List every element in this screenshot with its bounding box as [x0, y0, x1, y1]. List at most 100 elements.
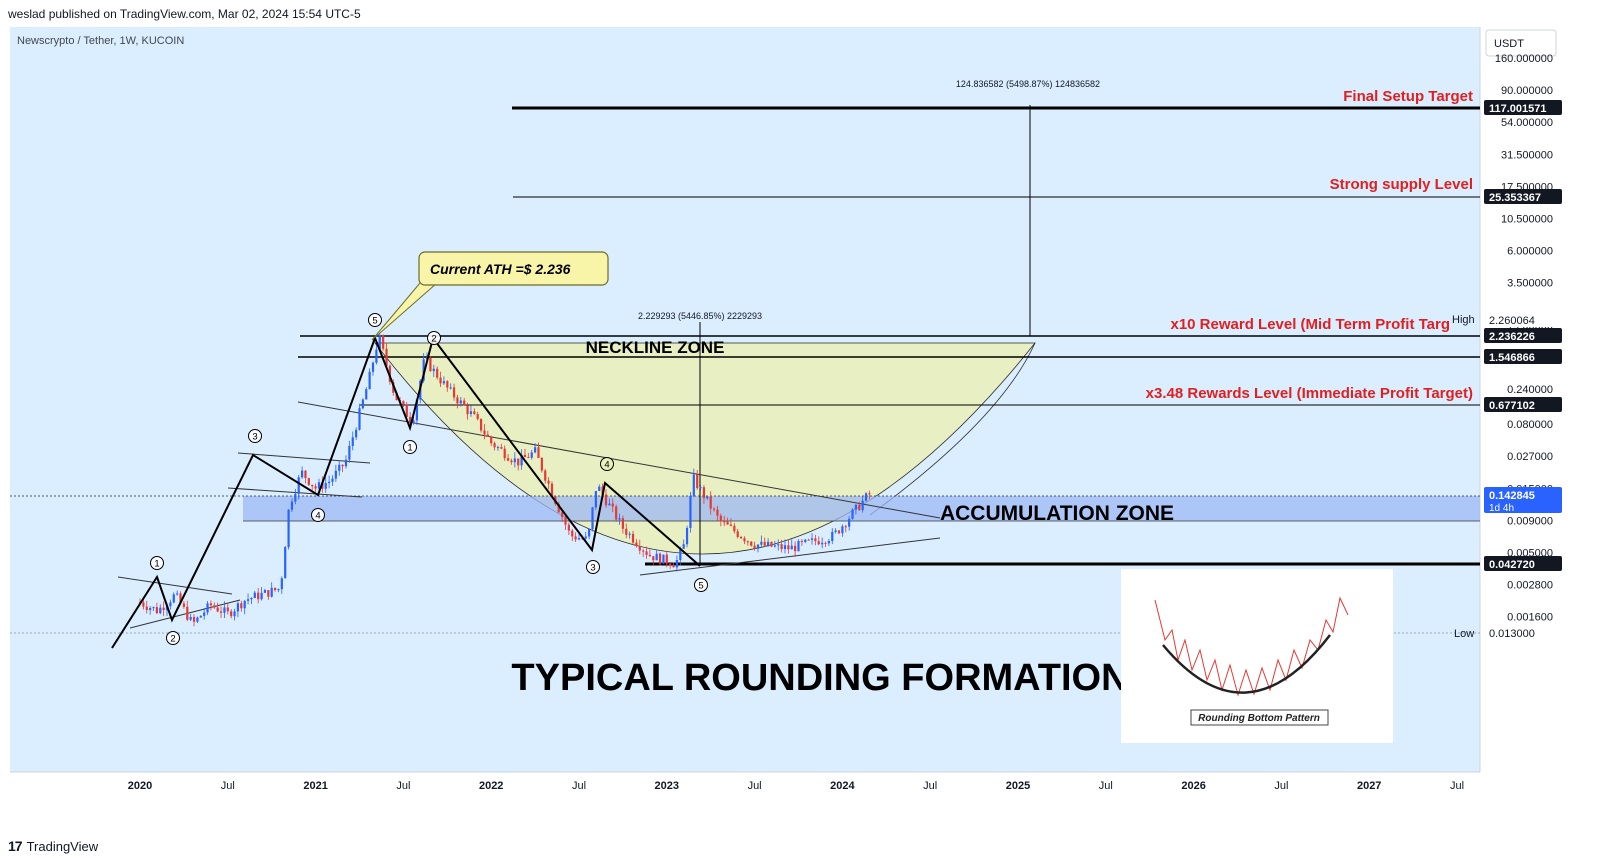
candle-body: [429, 357, 432, 372]
candle-body: [240, 603, 243, 609]
candle-body: [246, 599, 250, 601]
price-label-value: 0.142845: [1489, 490, 1535, 502]
candle-body: [567, 524, 570, 531]
candle-body: [530, 452, 533, 458]
price-label-countdown: 1d 4h: [1489, 503, 1514, 514]
candle-body: [669, 563, 672, 566]
time-axis[interactable]: 2020 Jul 2021 Jul 2022 Jul 2023 Jul 2024 Jul 2025 J…: [128, 780, 1464, 792]
candle-body: [307, 478, 310, 485]
ath-callout-box[interactable]: [418, 251, 609, 286]
label-x10-reward: x10 Reward Level (Mid Term Profit Targ: [1170, 316, 1450, 333]
candle-body: [841, 526, 844, 534]
candle-body: [230, 611, 233, 617]
brand-name: TradingView: [26, 838, 99, 854]
price-label-box: [1484, 349, 1562, 364]
candle-body: [479, 418, 483, 431]
candle-body: [216, 607, 219, 612]
time-tick-label: Jul: [923, 780, 937, 792]
ath-callout-text: Current ATH =$ 2.236: [430, 261, 571, 277]
candle-body: [861, 500, 864, 511]
candle-body: [439, 377, 442, 384]
wave-label-circle: [586, 560, 600, 574]
candle-body: [848, 518, 851, 527]
candle-body: [665, 554, 668, 564]
price-label-value: 1.546866: [1489, 352, 1535, 364]
candle-body: [334, 470, 337, 479]
candle-body: [540, 457, 543, 471]
formation-title: TYPICAL ROUNDING FORMATION: [511, 657, 1128, 699]
candle-body: [631, 533, 635, 543]
wave-label-circle: [150, 556, 164, 570]
candle-body: [300, 470, 304, 478]
candle-body: [712, 508, 716, 510]
candle-body: [520, 454, 523, 466]
candle-body: [344, 459, 348, 467]
time-tick-label: Jul: [1450, 780, 1464, 792]
candle-body: [594, 490, 597, 508]
price-tick-label: 6.000000: [1507, 246, 1553, 258]
candle-body: [584, 536, 587, 539]
measure-text-2: 2.229293 (5446.85%) 2229293: [638, 311, 762, 321]
price-tick-label: 54.000000: [1501, 117, 1553, 129]
inset-caption: Rounding Bottom Pattern: [1198, 713, 1320, 724]
candle-body: [672, 565, 675, 568]
candle-body: [615, 506, 618, 520]
candle-body: [743, 538, 746, 542]
label-x348-reward: x3.48 Rewards Level (Immediate Profit Ta…: [1146, 385, 1473, 402]
candle-body: [604, 494, 608, 506]
candle-body: [267, 590, 270, 597]
price-tick-label: 160.000000: [1495, 53, 1553, 65]
candle-body: [635, 542, 638, 547]
candle-body: [324, 483, 327, 489]
candle-body: [395, 392, 398, 401]
candle-body: [577, 538, 581, 540]
candle-body: [422, 359, 425, 381]
candle-body: [355, 429, 358, 438]
candle-body: [675, 560, 679, 568]
accumulation-zone-band: [243, 496, 1480, 521]
publisher-line: weslad published on TradingView.com, Mar…: [8, 7, 361, 21]
price-label-value: 25.353367: [1489, 192, 1541, 204]
candle-body: [517, 458, 520, 466]
candle-body: [544, 470, 547, 481]
time-tick-label: Jul: [396, 780, 410, 792]
candle-body: [348, 445, 351, 460]
candle-body: [351, 437, 354, 446]
currency-selector[interactable]: [1485, 29, 1557, 57]
candle-body: [476, 414, 479, 419]
candle-body: [314, 486, 317, 489]
candle-body: [486, 434, 489, 437]
candle-body: [719, 515, 722, 522]
price-tick-label: 31.500000: [1501, 149, 1553, 161]
candle-body: [473, 411, 476, 415]
label-neckline-zone: NECKLINE ZONE: [586, 338, 725, 357]
candle-body: [777, 544, 780, 546]
candle-body: [692, 474, 695, 496]
candle-body: [506, 458, 510, 461]
price-tick-label: 90.000000: [1501, 85, 1553, 97]
candle-body: [442, 381, 446, 384]
candle-body: [709, 496, 712, 509]
candle-body: [527, 457, 530, 459]
candle-body: [273, 587, 277, 591]
wave-label-number: 2: [431, 334, 436, 345]
candle-body: [746, 541, 749, 543]
price-tick-label: 0.002800: [1507, 580, 1553, 592]
candle-body: [186, 606, 189, 620]
candle-body: [304, 470, 307, 479]
price-label-value: 2.236226: [1489, 331, 1535, 343]
price-label-box: [1484, 100, 1562, 115]
tradingview-brand[interactable]: 17 TradingView: [8, 838, 98, 854]
time-tick-label: 2024: [830, 780, 855, 792]
candle-body: [463, 400, 466, 406]
candle-body: [371, 362, 375, 372]
candle-body: [456, 397, 459, 404]
symbol-title[interactable]: Newscrypto / Tether, 1W, KUCOIN: [17, 35, 184, 47]
candle-body: [496, 447, 500, 449]
tradingview-logo-icon: 17: [8, 838, 23, 854]
candle-body: [192, 617, 196, 622]
candle-body: [179, 593, 182, 604]
candle-body: [760, 541, 763, 545]
candle-body: [564, 517, 567, 525]
